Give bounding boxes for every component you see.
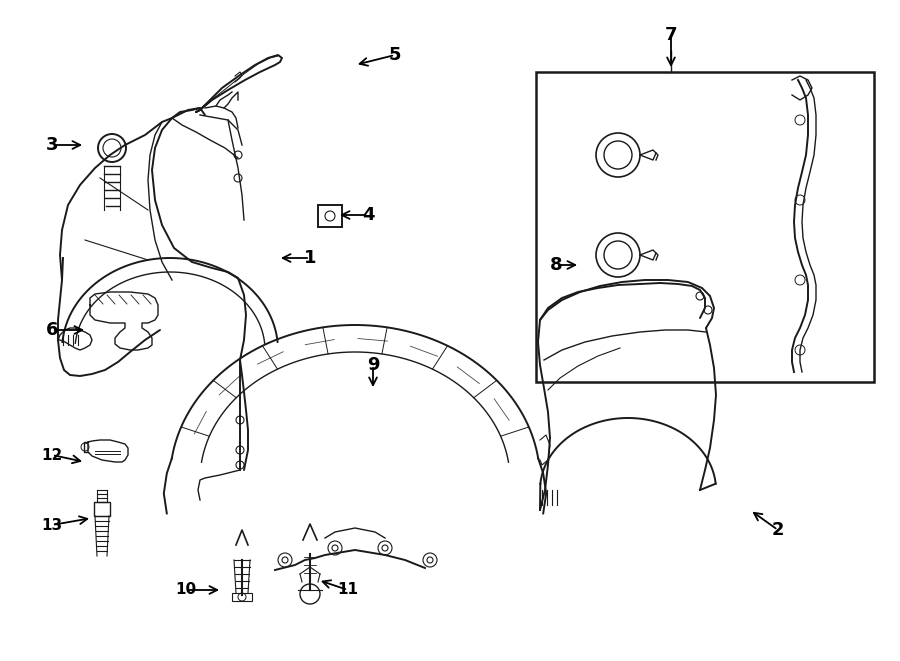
Bar [94,502,110,516]
Bar [536,72,874,382]
Bar [318,205,342,227]
Text: 6: 6 [46,321,58,339]
Text: 12: 12 [41,447,63,463]
Text: 1: 1 [304,249,316,267]
Text: 5: 5 [389,46,401,64]
Text: 3: 3 [46,136,58,154]
Text: 11: 11 [338,582,358,598]
Text: 7: 7 [665,26,677,44]
Text: 2: 2 [772,521,784,539]
Text: 9: 9 [367,356,379,374]
Text: 8: 8 [550,256,562,274]
Text: 10: 10 [176,582,196,598]
Text: 4: 4 [362,206,374,224]
Text: 13: 13 [41,518,63,533]
Bar [232,593,252,601]
